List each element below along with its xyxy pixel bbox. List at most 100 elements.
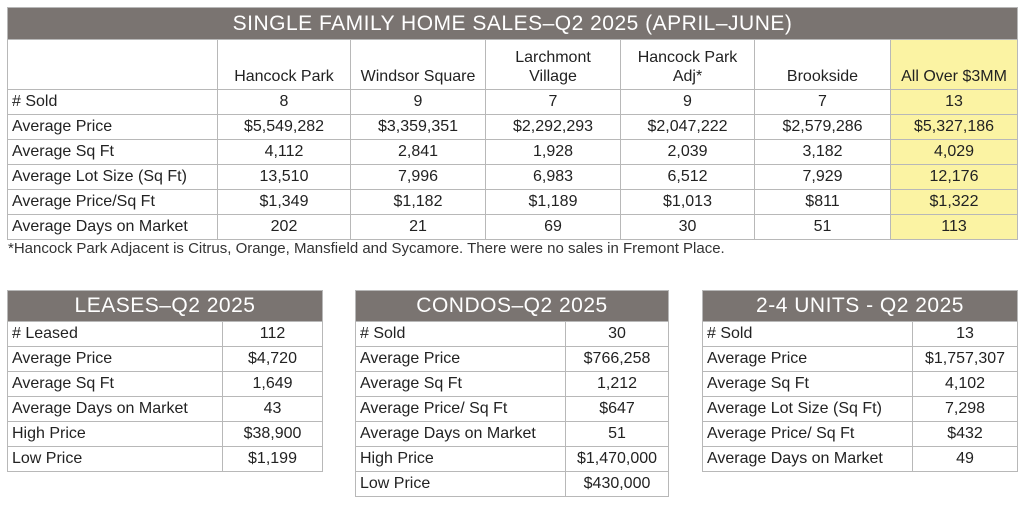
cell-value: $2,292,293 [485,114,621,140]
cell-value: 13 [911,321,1019,347]
cell-value: $811 [754,189,891,215]
col-brookside: Brookside [754,39,891,90]
cell-value: 51 [564,421,670,447]
row-label: Average Sq Ft [7,371,223,397]
cell-value: 9 [350,89,486,115]
cell-value: 1,928 [485,139,621,165]
cell-value-highlight: 12,176 [890,164,1018,190]
cell-value: 6,512 [620,164,755,190]
cell-value: 1,649 [222,371,323,397]
row-label: Average Price/ Sq Ft [702,421,913,447]
cell-value: $4,720 [222,346,323,372]
cell-value-highlight: $1,322 [890,189,1018,215]
cell-value: $38,900 [222,421,323,447]
cell-value: $1,189 [485,189,621,215]
col-larchmont-village: Larchmont Village [485,39,621,90]
table-row: Average Days on Market 202 21 69 30 51 1… [7,214,1018,240]
cell-value: 202 [217,214,351,240]
row-label: Average Price/ Sq Ft [355,396,566,422]
table-row: Average Price/ Sq Ft $647 [355,396,670,422]
empty-corner-cell [7,39,218,90]
cell-value: $3,359,351 [350,114,486,140]
leases-table: LEASES–Q2 2025 # Leased 112 Average Price… [7,290,323,472]
table-row: # Leased 112 [7,321,323,347]
cell-value: $766,258 [564,346,670,372]
row-label: Low Price [355,471,566,497]
table-row: Average Price/Sq Ft $1,349 $1,182 $1,189… [7,189,1018,215]
table-row: High Price $1,470,000 [355,446,670,472]
row-label: # Sold [355,321,566,347]
table-row: Average Price/ Sq Ft $432 [702,421,1019,447]
row-label: Low Price [7,446,223,472]
col-all-over-3mm: All Over $3MM [890,39,1018,90]
table-row: Average Sq Ft 1,649 [7,371,323,397]
row-label: # Sold [702,321,913,347]
table-row: Average Sq Ft 1,212 [355,371,670,397]
cell-value: $1,199 [222,446,323,472]
cell-value: 7 [485,89,621,115]
row-label: Average Days on Market [702,446,913,472]
row-label: Average Lot Size (Sq Ft) [7,164,218,190]
row-label: Average Days on Market [7,396,223,422]
single-family-sales-table: SINGLE FAMILY HOME SALES–Q2 2025 (APRIL–… [7,7,1018,240]
cell-value-highlight: 113 [890,214,1018,240]
cell-value: 7,929 [754,164,891,190]
table-row: Average Days on Market 51 [355,421,670,447]
cell-value: $1,349 [217,189,351,215]
table-row: Average Sq Ft 4,102 [702,371,1019,397]
col-windsor-square: Windsor Square [350,39,486,90]
cell-value: 4,112 [217,139,351,165]
leases-title: LEASES–Q2 2025 [7,290,323,322]
row-label: Average Days on Market [355,421,566,447]
cell-value: 7 [754,89,891,115]
table-row: Average Days on Market 49 [702,446,1019,472]
row-label: Average Price/Sq Ft [7,189,218,215]
footnote: *Hancock Park Adjacent is Citrus, Orange… [8,240,725,257]
table-row: Average Price $1,757,307 [702,346,1019,372]
table-row: Average Price $5,549,282 $3,359,351 $2,2… [7,114,1018,140]
cell-value: $647 [564,396,670,422]
table-row: Average Lot Size (Sq Ft) 13,510 7,996 6,… [7,164,1018,190]
cell-value: 7,298 [911,396,1019,422]
cell-value: 1,212 [564,371,670,397]
cell-value: $2,047,222 [620,114,755,140]
cell-value: 2,841 [350,139,486,165]
row-label: Average Lot Size (Sq Ft) [702,396,913,422]
cell-value: 21 [350,214,486,240]
table-row: Average Sq Ft 4,112 2,841 1,928 2,039 3,… [7,139,1018,165]
row-label: Average Price [355,346,566,372]
cell-value: 43 [222,396,323,422]
table-row: # Sold 13 [702,321,1019,347]
cell-value: 3,182 [754,139,891,165]
cell-value: $1,470,000 [564,446,670,472]
row-label: Average Price [7,346,223,372]
table-row: Low Price $1,199 [7,446,323,472]
cell-value: 4,102 [911,371,1019,397]
row-label: Average Price [702,346,913,372]
cell-value: $430,000 [564,471,670,497]
single-family-title: SINGLE FAMILY HOME SALES–Q2 2025 (APRIL–… [7,7,1018,40]
table-row: Average Price $4,720 [7,346,323,372]
cell-value: 7,996 [350,164,486,190]
cell-value: $5,549,282 [217,114,351,140]
units-title: 2-4 UNITS - Q2 2025 [701,290,1019,322]
table-row: Average Lot Size (Sq Ft) 7,298 [702,396,1019,422]
col-hancock-park: Hancock Park [217,39,351,90]
cell-value-highlight: 4,029 [890,139,1018,165]
cell-value: 9 [620,89,755,115]
cell-value-highlight: 13 [890,89,1018,115]
cell-value: 49 [911,446,1019,472]
cell-value: 30 [564,321,670,347]
units-table: 2-4 UNITS - Q2 2025 # Sold 13 Average Pri… [701,290,1019,472]
row-label: Average Sq Ft [355,371,566,397]
row-label: Average Price [7,114,218,140]
cell-value: $1,757,307 [911,346,1019,372]
condos-title: CONDOS–Q2 2025 [354,290,670,322]
cell-value: 69 [485,214,621,240]
col-hancock-park-adj: Hancock Park Adj* [620,39,755,90]
row-label: Average Sq Ft [7,139,218,165]
cell-value: 2,039 [620,139,755,165]
cell-value: 8 [217,89,351,115]
table-row: Average Days on Market 43 [7,396,323,422]
table-row: Low Price $430,000 [355,471,670,497]
